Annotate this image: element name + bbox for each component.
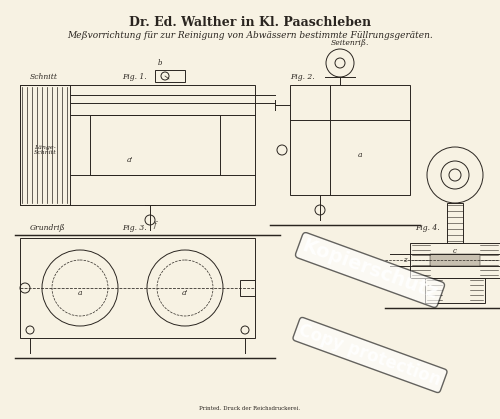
Text: f: f [153,221,156,229]
Bar [447,203,463,243]
Text: a: a [78,289,82,297]
Text: z: z [403,256,407,264]
Bar [430,254,480,266]
Text: Fig. 2.: Fig. 2. [290,73,314,81]
Text: Fig. 3.: Fig. 3. [122,224,146,232]
Text: a': a' [182,289,188,297]
Text: Grundriß: Grundriß [30,224,66,232]
Text: b: b [158,59,162,67]
Text: Fig. 4.: Fig. 4. [415,224,440,232]
Bar [290,85,410,195]
Text: a': a' [126,156,134,164]
Bar [240,280,255,296]
Text: Schnitt: Schnitt [30,73,58,81]
Text: Copy protection: Copy protection [296,321,444,389]
Bar [425,278,485,303]
Bar [410,243,500,278]
Bar [155,70,185,82]
Bar [20,85,70,205]
Bar [20,238,255,338]
Bar [20,85,255,205]
Text: Meßvorrichtung für zur Reinigung von Abwässern bestimmte Füllrungsgeräten.: Meßvorrichtung für zur Reinigung von Abw… [67,31,433,41]
Text: Länge-
Schnitt: Länge- Schnitt [34,145,56,155]
Text: Kopierschutz: Kopierschutz [300,237,440,303]
Text: Dr. Ed. Walther in Kl. Paaschleben: Dr. Ed. Walther in Kl. Paaschleben [129,16,371,28]
Text: c: c [453,247,457,255]
Text: Fig. 1.: Fig. 1. [122,73,146,81]
Bar [90,115,220,175]
Text: a: a [358,151,362,159]
Text: Seitenriß.: Seitenriß. [331,39,369,47]
Text: Printed. Druck der Reichsdruckerei.: Printed. Druck der Reichsdruckerei. [200,406,300,411]
